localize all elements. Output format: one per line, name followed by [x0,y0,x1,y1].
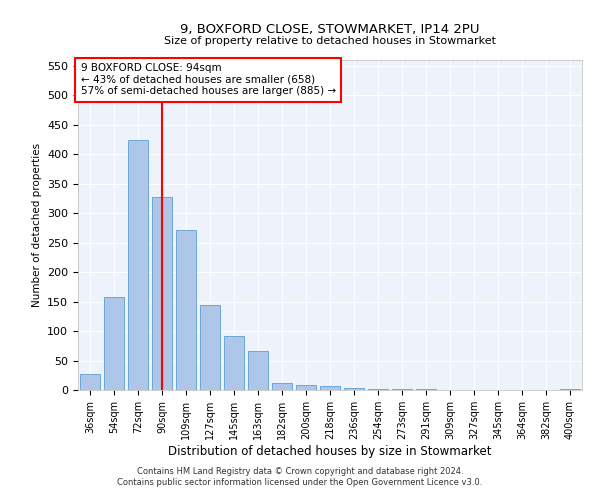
Text: 9, BOXFORD CLOSE, STOWMARKET, IP14 2PU: 9, BOXFORD CLOSE, STOWMARKET, IP14 2PU [180,22,480,36]
Bar [128,140,148,390]
Y-axis label: Number of detached properties: Number of detached properties [32,143,41,307]
Bar [224,336,244,390]
Text: Contains HM Land Registry data © Crown copyright and database right 2024.: Contains HM Land Registry data © Crown c… [137,467,463,476]
Text: Size of property relative to detached houses in Stowmarket: Size of property relative to detached ho… [164,36,496,46]
Bar [560,389,580,390]
Text: 9 BOXFORD CLOSE: 94sqm
← 43% of detached houses are smaller (658)
57% of semi-de: 9 BOXFORD CLOSE: 94sqm ← 43% of detached… [80,64,335,96]
Text: Contains public sector information licensed under the Open Government Licence v3: Contains public sector information licen… [118,478,482,487]
Bar [80,374,100,390]
Bar [176,230,196,390]
X-axis label: Distribution of detached houses by size in Stowmarket: Distribution of detached houses by size … [168,444,492,458]
Bar [368,389,388,390]
Bar [152,198,172,390]
Bar [104,298,124,390]
Bar [296,384,316,390]
Bar [248,350,268,390]
Bar [272,383,292,390]
Bar [344,388,364,390]
Bar [320,386,340,390]
Bar [200,304,220,390]
